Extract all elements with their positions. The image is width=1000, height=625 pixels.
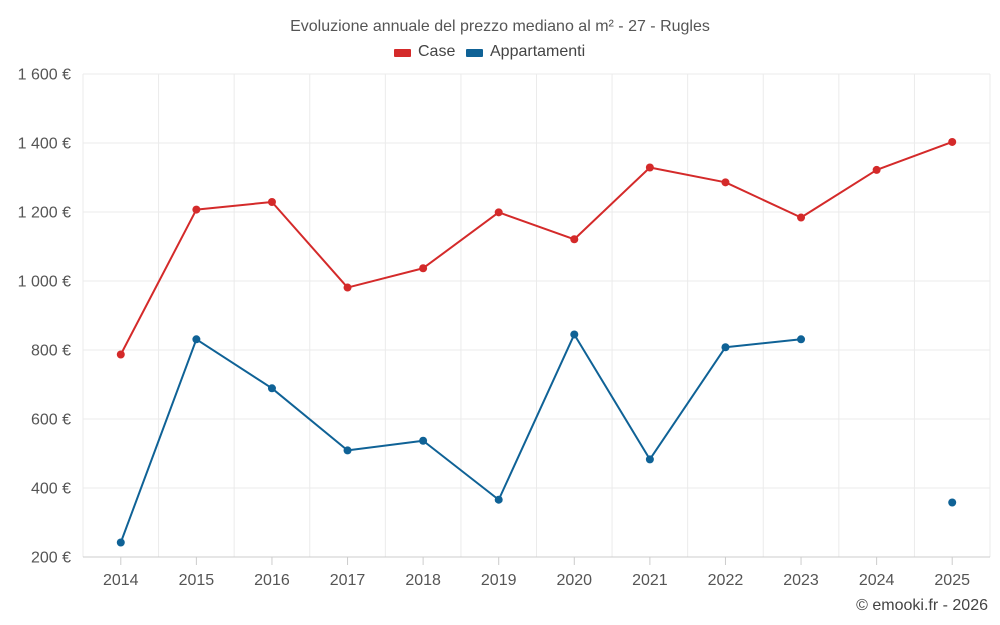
data-point[interactable]: Appartamenti 2017: 509 € <box>343 446 352 455</box>
y-tick-label: 600 € <box>31 412 71 429</box>
chart-title: Evoluzione annuale del prezzo mediano al… <box>290 18 710 35</box>
data-point[interactable]: Case 2016: 1229 € <box>267 197 276 206</box>
credit-text: © emooki.fr - 2026 <box>856 597 988 614</box>
data-point[interactable]: Appartamenti 2018: 537 € <box>419 436 428 445</box>
data-point[interactable]: Appartamenti 2023: 831 € <box>797 335 806 344</box>
data-point[interactable]: Appartamenti 2014: 242 € <box>116 538 125 547</box>
legend-label: Case <box>418 43 455 60</box>
data-point[interactable]: Appartamenti 2022: 808 € <box>721 343 730 352</box>
series-line[interactable] <box>119 141 953 355</box>
x-tick-label: 2020 <box>556 572 592 589</box>
data-point[interactable]: Appartamenti 2016: 689 € <box>267 384 276 393</box>
y-tick-label: 1 200 € <box>18 205 71 222</box>
y-tick-label: 400 € <box>31 481 71 498</box>
data-point[interactable]: Case 2017: 981 € <box>343 283 352 292</box>
data-point[interactable]: Appartamenti 2019: 366 € <box>494 495 503 504</box>
data-point[interactable]: Case 2015: 1207 € <box>192 205 201 214</box>
series-appartamenti[interactable]: Appartamenti 2014: 242 € Appartamenti 201… <box>116 330 957 547</box>
x-tick-label: 2014 <box>103 572 139 589</box>
y-tick-label: 1 400 € <box>18 136 71 153</box>
data-point[interactable]: Case 2014: 787 € <box>116 350 125 359</box>
x-tick-label: 2024 <box>859 572 895 589</box>
data-point[interactable]: Case 2024: 1322 € <box>872 165 881 174</box>
series-line[interactable] <box>119 333 802 543</box>
x-axis: 2014 2015 2016 2017 2018 2019 2020 2021 2022 2023… <box>83 556 990 589</box>
data-point[interactable]: Appartamenti 2020: 845 € <box>570 330 579 339</box>
legend-label: Appartamenti <box>490 43 585 60</box>
data-point[interactable]: Case 2025: 1403 € <box>948 137 957 146</box>
x-tick-label: 2021 <box>632 572 668 589</box>
x-tick-label: 2023 <box>783 572 819 589</box>
data-point[interactable]: Case 2018: 1037 € <box>419 264 428 273</box>
series: Case 2014: 787 € Case 2015: 1207 € Case 20… <box>116 137 957 547</box>
data-point[interactable]: Case 2022: 1286 € <box>721 178 730 187</box>
series-case[interactable]: Case 2014: 787 € Case 2015: 1207 € Case 20… <box>116 137 957 359</box>
data-point[interactable]: Case 2023: 1184 € <box>797 213 806 222</box>
x-tick-label: 2018 <box>405 572 441 589</box>
data-point[interactable]: Appartamenti 2025: 358 € <box>948 498 957 507</box>
data-point[interactable]: Case 2019: 1199 € <box>494 208 503 217</box>
y-tick-label: 1 600 € <box>18 67 71 84</box>
legend-item-appartamenti[interactable]: Appartamenti <box>466 43 585 60</box>
grid <box>82 73 991 558</box>
x-tick-label: 2019 <box>481 572 517 589</box>
y-axis: 200 € 400 € 600 € 800 € 1 000 € 1 200 € 1 400 … <box>18 67 71 567</box>
data-point[interactable]: Case 2021: 1329 € <box>645 163 654 172</box>
x-tick-label: 2016 <box>254 572 290 589</box>
y-tick-label: 1 000 € <box>18 274 71 291</box>
legend[interactable]: Case Appartamenti <box>394 43 585 60</box>
legend-swatch <box>394 49 411 57</box>
x-tick-label: 2022 <box>708 572 744 589</box>
x-tick-label: 2015 <box>179 572 215 589</box>
x-tick-label: 2025 <box>934 572 970 589</box>
data-point[interactable]: Case 2020: 1121 € <box>570 235 579 244</box>
data-point[interactable]: Appartamenti 2015: 831 € <box>192 335 201 344</box>
y-tick-label: 200 € <box>31 550 71 567</box>
x-tick-label: 2017 <box>330 572 366 589</box>
legend-swatch <box>466 49 483 57</box>
y-tick-label: 800 € <box>31 343 71 360</box>
legend-item-case[interactable]: Case <box>394 43 455 60</box>
data-point[interactable]: Appartamenti 2021: 483 € <box>645 455 654 464</box>
